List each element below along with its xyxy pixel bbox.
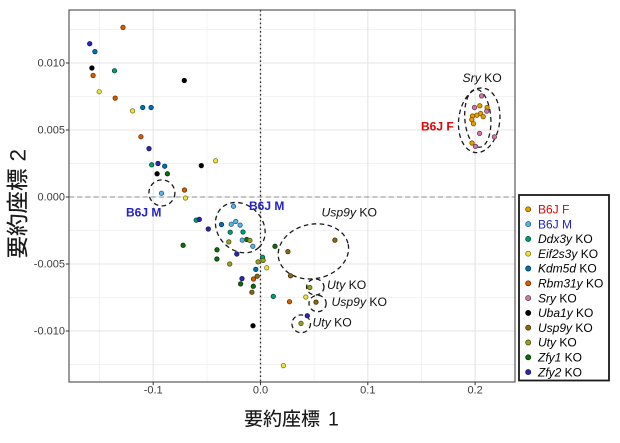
svg-text:0.005: 0.005: [37, 125, 65, 137]
svg-text:Zfy1 KO: Zfy1 KO: [537, 351, 582, 365]
svg-text:-0.1: -0.1: [144, 384, 163, 396]
svg-text:Rbm31y KO: Rbm31y KO: [538, 277, 603, 291]
svg-text:Uba1y KO: Uba1y KO: [538, 306, 593, 320]
svg-text:B6J M: B6J M: [126, 206, 161, 220]
svg-text:B6J M: B6J M: [249, 199, 284, 213]
svg-text:Usp9y KO: Usp9y KO: [332, 295, 388, 309]
svg-text:Usp9y KO: Usp9y KO: [538, 321, 593, 335]
svg-text:B6J F: B6J F: [421, 120, 454, 134]
svg-text:Zfy2 KO: Zfy2 KO: [537, 365, 582, 379]
svg-text:Kdm5d KO: Kdm5d KO: [538, 262, 597, 276]
svg-text:0.1: 0.1: [360, 384, 375, 396]
svg-text:Sry KO: Sry KO: [463, 71, 502, 85]
svg-text:Uty KO: Uty KO: [538, 336, 577, 350]
svg-text:Uty KO: Uty KO: [327, 278, 366, 292]
svg-text:-0.005: -0.005: [34, 259, 65, 271]
svg-text:0.000: 0.000: [37, 192, 65, 204]
svg-text:Sry KO: Sry KO: [538, 291, 577, 305]
svg-text:-0.010: -0.010: [34, 326, 65, 338]
svg-text:Eif2s3y KO: Eif2s3y KO: [538, 247, 598, 261]
svg-text:Ddx3y KO: Ddx3y KO: [538, 232, 593, 246]
svg-text:Usp9y KO: Usp9y KO: [322, 206, 378, 220]
svg-text:0.0: 0.0: [253, 384, 268, 396]
svg-text:B6J M: B6J M: [538, 217, 572, 231]
svg-text:2: 2: [6, 149, 31, 162]
svg-text:B6J F: B6J F: [538, 203, 569, 217]
svg-text:0.010: 0.010: [37, 58, 65, 70]
svg-text:Uty KO: Uty KO: [313, 316, 352, 330]
svg-text:1: 1: [328, 409, 339, 431]
svg-text:0.2: 0.2: [467, 384, 482, 396]
